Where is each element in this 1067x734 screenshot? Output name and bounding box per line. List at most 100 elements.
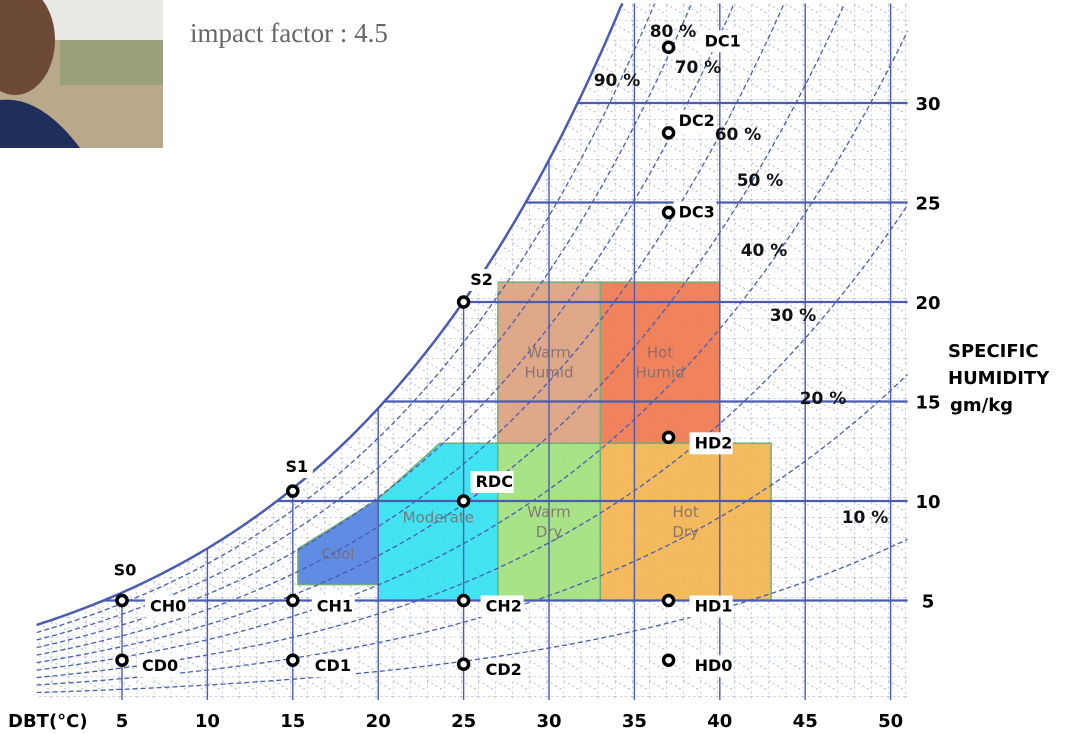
rh-label: 80 % [650, 22, 697, 42]
zone-label: Humid [524, 364, 573, 382]
point [456, 593, 471, 608]
zone-label: Warm [527, 503, 571, 521]
rh-curve [36, 30, 908, 671]
y-tick-label: 10 [915, 492, 940, 513]
rh-label: 70 % [675, 58, 722, 78]
point-label: CH1 [317, 597, 353, 616]
point [456, 657, 471, 671]
point-label: HD1 [695, 597, 733, 616]
point-label-bg [145, 595, 189, 618]
rh-curve [36, 538, 908, 694]
point [661, 126, 676, 140]
point [115, 653, 129, 667]
y-axis-title: HUMIDITY [948, 368, 1050, 389]
foreground: Cool Moderate Warm Dry Hot Dry Warm Humid Hot Hum… [8, 22, 1050, 732]
x-tick-label: 35 [622, 711, 647, 732]
point [286, 593, 300, 608]
point-label: CD1 [315, 656, 351, 675]
zone [599, 281, 721, 445]
point-label-bg [470, 471, 514, 493]
point-label-bg [480, 595, 524, 618]
point-label-bg [309, 655, 353, 678]
point-label: DC3 [679, 202, 715, 221]
caption: impact factor : 4.5 [190, 18, 388, 48]
y-tick-label: 20 [915, 293, 940, 314]
zone [599, 442, 772, 602]
x-axis-title: DBT(°C) [8, 711, 88, 732]
x-tick-label: 50 [878, 711, 903, 732]
x-tick-label: 5 [116, 711, 129, 732]
point [456, 494, 471, 508]
rh-label: 20 % [800, 389, 847, 409]
x-tick-label: 30 [536, 711, 561, 732]
point [286, 653, 300, 667]
point-label-bg [689, 595, 733, 618]
rh-curve [36, 3, 849, 664]
point-label-bg [137, 655, 181, 678]
x-tick-label: 20 [366, 711, 391, 732]
point [661, 40, 676, 55]
rh-label: 40 % [741, 241, 788, 261]
zone-label: Dry [536, 523, 563, 541]
point [661, 430, 676, 445]
zone-label: Hot [672, 503, 698, 521]
point-label: CH2 [486, 597, 522, 616]
point-label: S2 [470, 270, 493, 289]
point [661, 653, 676, 667]
rh-label: 50 % [737, 171, 784, 191]
rh-label: 60 % [715, 125, 762, 145]
rh-curve [36, 3, 657, 634]
point [456, 295, 471, 309]
zone-label: Cool [322, 545, 355, 563]
y-tick-label: 30 [915, 94, 940, 115]
point-label-bg [280, 456, 313, 479]
point [286, 484, 300, 498]
zone-label: Moderate [403, 508, 474, 526]
zone-label: Dry [672, 523, 699, 541]
point-label-bg [109, 559, 142, 582]
point-label-bg [689, 655, 733, 678]
zone-label: Humid [635, 364, 684, 382]
y-tick-label: 15 [915, 393, 940, 414]
point-label-bg [673, 109, 717, 132]
point-label: CH0 [150, 597, 186, 616]
point [115, 593, 129, 608]
photo [0, 0, 163, 148]
point-label-bg [480, 659, 524, 682]
point-label: CD0 [142, 656, 178, 675]
point-label: DC2 [679, 111, 715, 130]
x-tick-label: 15 [280, 711, 305, 732]
point-label: S1 [285, 457, 308, 476]
rh-curve [36, 3, 789, 656]
y-tick-label: 5 [922, 592, 935, 613]
x-tick-label: 10 [195, 711, 220, 732]
rh-label: 30 % [770, 306, 817, 326]
point-label-bg [311, 595, 355, 618]
rh-label: 90 % [594, 71, 641, 91]
x-tick-label: 25 [451, 711, 476, 732]
point [661, 205, 676, 220]
point-label: CD2 [486, 660, 522, 679]
point-label: S0 [114, 561, 137, 580]
point-label-bg [673, 201, 717, 224]
point-label-bg [689, 432, 733, 455]
x-tick-label: 45 [793, 711, 818, 732]
y-axis-title: SPECIFIC [948, 341, 1039, 362]
point-label: HD0 [695, 656, 733, 675]
point-label: RDC [476, 472, 513, 491]
saturation-curve [36, 2, 624, 627]
zone-label: Warm [527, 344, 571, 362]
rh-label: 10 % [842, 508, 889, 528]
point-label: DC1 [705, 31, 741, 50]
rh-curve [36, 204, 908, 679]
point-label-bg [465, 269, 498, 291]
zone-label: Hot [647, 344, 673, 362]
x-tick-label: 40 [707, 711, 732, 732]
point [661, 593, 676, 608]
y-tick-label: 25 [915, 194, 940, 215]
point-label: HD2 [695, 433, 733, 452]
rh-curve [36, 373, 908, 686]
y-axis-title: gm/kg [950, 395, 1013, 416]
point-label-bg [699, 30, 743, 53]
